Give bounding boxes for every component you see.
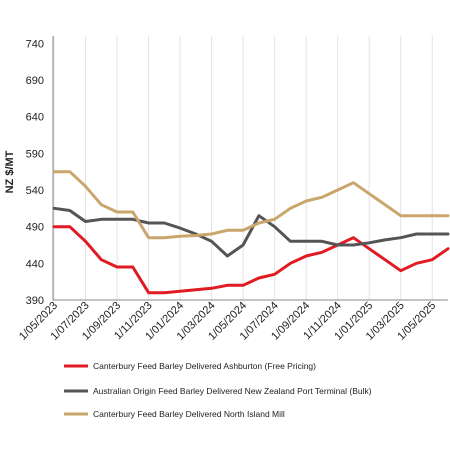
y-tick-label: 390 [26, 295, 44, 307]
legend-label: Canterbury Feed Barley Delivered North I… [93, 409, 285, 419]
y-tick-label: 590 [26, 148, 44, 160]
y-tick-label: 540 [26, 185, 44, 197]
y-tick-label: 690 [26, 75, 44, 87]
x-tick-labels: 1/05/20231/07/20231/09/20231/11/20231/01… [17, 300, 438, 343]
legend-label: Australian Origin Feed Barley Delivered … [93, 386, 372, 396]
legend: Canterbury Feed Barley Delivered Ashburt… [64, 361, 372, 419]
y-axis-label: NZ $/MT [4, 150, 16, 193]
series-line-1 [52, 225, 450, 295]
y-tick-labels: 390 440 490 540 590 640 690 740 [26, 38, 44, 307]
y-tick-label: 440 [26, 258, 44, 270]
series-line-2 [52, 206, 450, 258]
y-tick-label: 640 [26, 112, 44, 124]
series-line-3 [52, 170, 450, 240]
legend-label: Canterbury Feed Barley Delivered Ashburt… [93, 361, 316, 371]
y-tick-label: 740 [26, 38, 44, 50]
gridlines [53, 36, 433, 300]
y-tick-label: 490 [26, 222, 44, 234]
series-lines [52, 170, 450, 295]
